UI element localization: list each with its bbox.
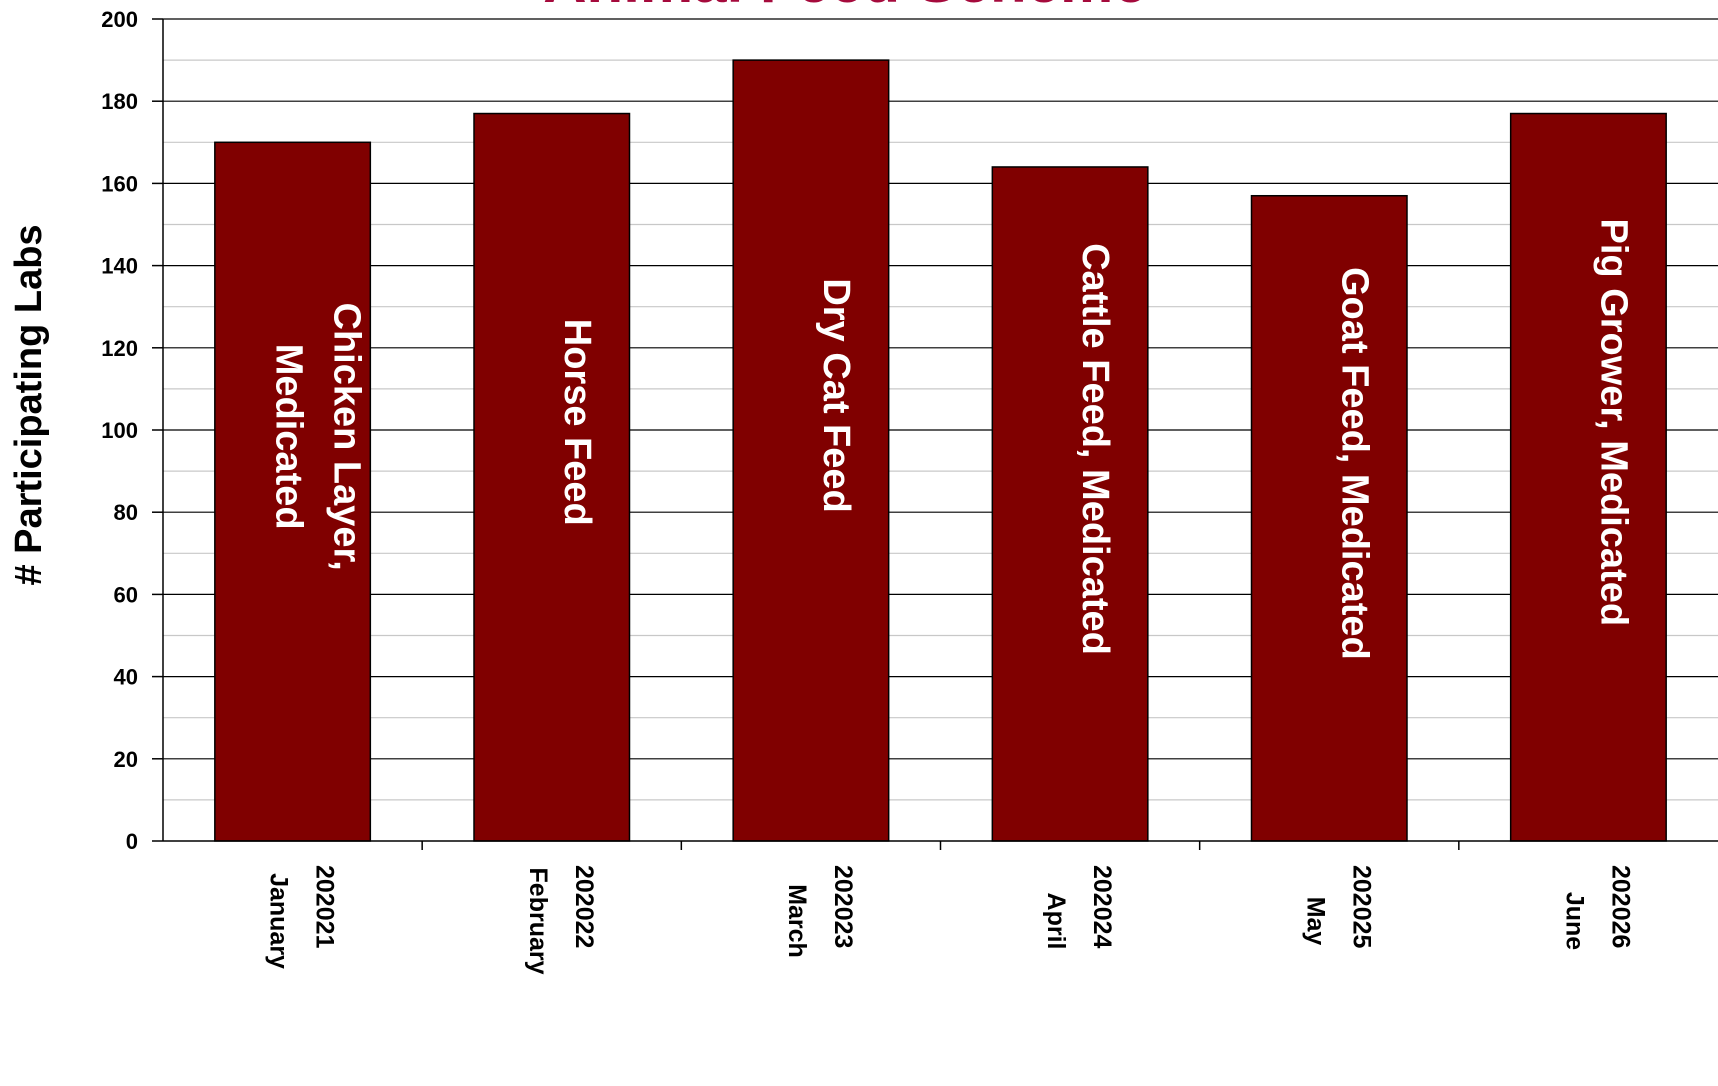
y-tick-label: 0	[126, 829, 138, 854]
y-tick-label: 120	[101, 336, 138, 361]
y-axis-label: # Participating Labs	[8, 224, 50, 585]
grid-lines	[163, 18, 1718, 801]
bar	[1509, 112, 1667, 842]
bars: Chicken Layer, Medicated Horse Feed Dry Cat…	[214, 59, 1667, 842]
x-category-code: 202025	[1347, 865, 1375, 949]
x-category-month: February	[524, 868, 552, 975]
bar-label: Dry Cat Feed	[815, 278, 857, 512]
x-category-month: May	[1301, 897, 1329, 946]
y-tick-label: 140	[101, 254, 138, 279]
y-tick-label: 180	[101, 89, 138, 114]
bar	[214, 141, 372, 842]
bar-label: Cattle Feed, Medicated	[1074, 243, 1116, 655]
x-category-month: June	[1560, 892, 1588, 950]
y-tick-label: 100	[101, 418, 138, 443]
bar	[473, 112, 631, 842]
bar-label: Chicken Layer,	[326, 303, 368, 571]
x-category-code: 202021	[311, 865, 339, 949]
axes: 0 20 40 60 80 100 120 140 160 180 200 202021 January…	[101, 7, 1718, 975]
y-tick-label: 200	[101, 7, 138, 32]
bar	[991, 166, 1149, 842]
bar-label: Goat Feed, Medicated	[1333, 267, 1375, 660]
y-tick-label: 80	[114, 500, 138, 525]
bar-label: Medicated	[268, 344, 310, 530]
x-category-code: 202023	[829, 865, 857, 948]
y-tick-label: 60	[114, 582, 138, 607]
chart-title: Animal Feed Scheme	[543, 0, 1147, 15]
x-category-month: April	[1042, 893, 1070, 950]
bar-label: Horse Feed	[556, 319, 598, 526]
x-category-month: March	[783, 884, 811, 958]
x-category-code: 202022	[570, 865, 598, 948]
x-category-month: January	[265, 873, 293, 969]
y-tick-label: 20	[114, 747, 138, 772]
bar	[1250, 194, 1408, 842]
x-category-code: 202024	[1088, 865, 1116, 949]
bar	[732, 59, 890, 842]
bar-label: Pig Grower, Medicated	[1592, 218, 1634, 626]
y-tick-label: 40	[114, 665, 138, 690]
x-category-code: 202026	[1606, 865, 1634, 948]
y-tick-label: 160	[101, 171, 138, 196]
